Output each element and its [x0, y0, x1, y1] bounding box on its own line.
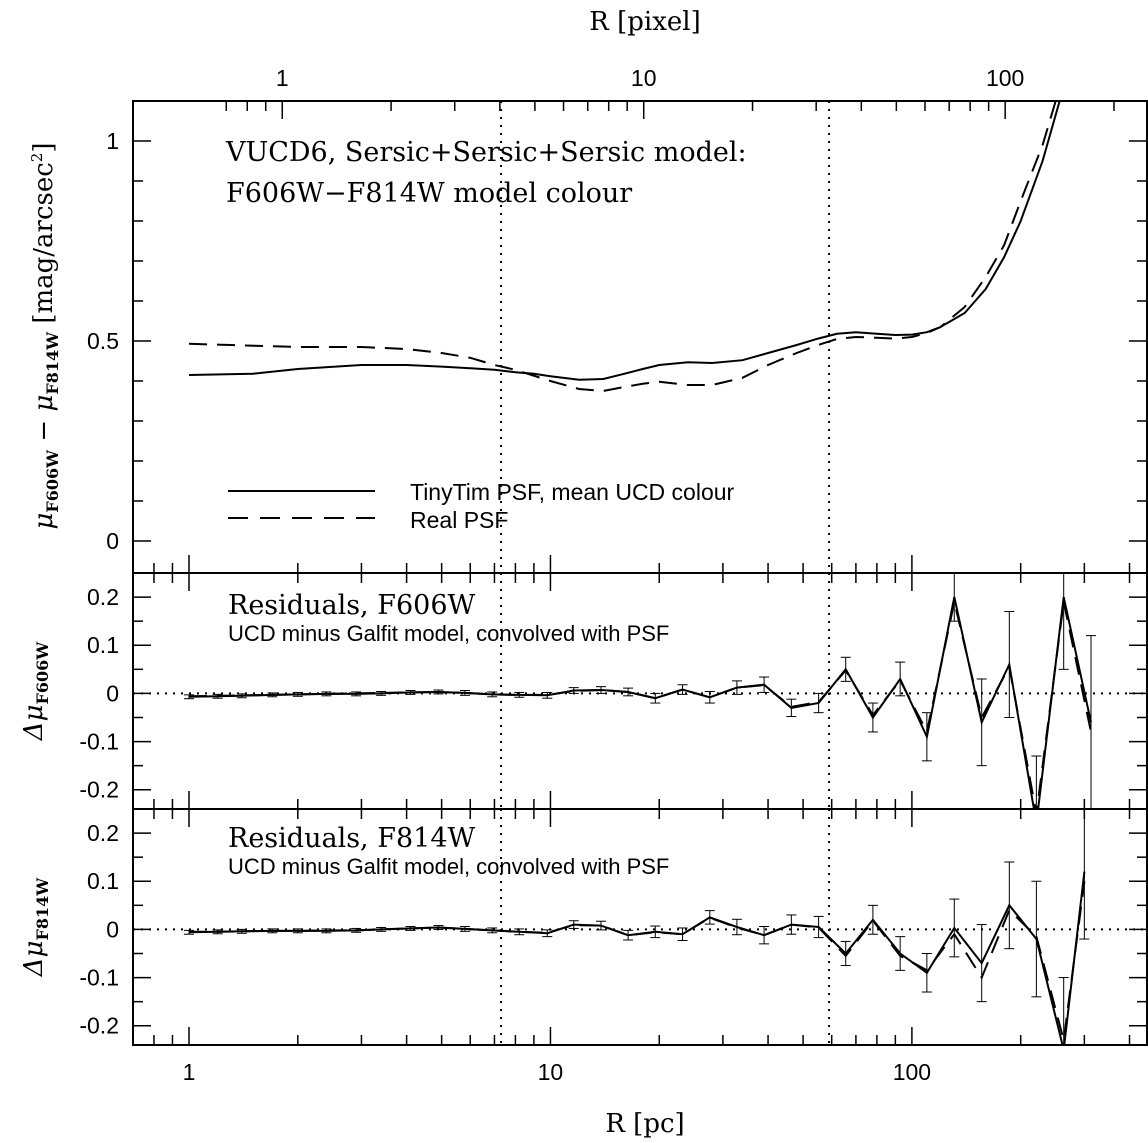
colour-series-dashed — [188, 101, 1057, 393]
f606w-ylabel-main: Δμ — [19, 705, 49, 742]
pc-axis-ticklabel: 10 — [538, 1059, 564, 1085]
colour-ylabel-minus: − μ — [29, 395, 59, 450]
legend-dashed-label: Real PSF — [410, 507, 508, 533]
f814w-ylabel-main: Δμ — [19, 941, 49, 978]
f814w-series-dashed — [189, 881, 1086, 1041]
f814w-ylabel-sub: F814W — [33, 877, 52, 941]
f814w-yticklabel: -0.2 — [79, 1013, 119, 1039]
f814w-ylabel: ΔμF814W — [19, 877, 52, 977]
colour-ylabel-sup: 2 — [28, 153, 46, 163]
residuals-f814w-panel: -0.2 -0.1 0 0.1 0.2 1 10 100 — [79, 808, 1148, 1085]
f606w-yticklabel: -0.1 — [79, 729, 119, 755]
colour-yticklabel: 1 — [106, 128, 119, 154]
pixel-axis-ticklabel: 1 — [276, 65, 289, 91]
legend-solid-label: TinyTim PSF, mean UCD colour — [410, 479, 735, 505]
colour-ylabel-close: ] — [29, 142, 59, 152]
colour-title-line2: F606W−F814W model colour — [226, 178, 632, 209]
f606w-yticklabel: 0 — [106, 680, 119, 706]
residuals-f814w-subtitle: UCD minus Galfit model, convolved with P… — [228, 854, 669, 879]
f814w-yticklabel: -0.1 — [79, 965, 119, 991]
f814w-yticklabel: 0.2 — [87, 820, 119, 846]
f606w-ylabel-sub: F606W — [33, 641, 52, 705]
f814w-series-solid — [188, 871, 1086, 1045]
f814w-frame — [132, 808, 1148, 1046]
pixel-axis-ticklabel: 10 — [631, 65, 657, 91]
f814w-yticklabel: 0.1 — [87, 868, 119, 894]
pixel-axis-ticklabel: 100 — [986, 65, 1024, 91]
f606w-series-dashed — [188, 601, 1092, 809]
top-axis-label: R [pixel] — [589, 7, 700, 37]
colour-yticklabel: 0 — [106, 528, 119, 554]
colour-ylabel: μF606W − μF814W [mag/arcsec2] — [28, 142, 62, 529]
colour-title-line1: VUCD6, Sersic+Sersic+Sersic model: — [225, 137, 747, 168]
pc-axis-ticklabel: 1 — [183, 1059, 196, 1085]
colour-yticklabel: 0.5 — [87, 328, 119, 354]
colour-series-solid — [188, 101, 1061, 381]
pc-axis-ticklabel: 100 — [893, 1059, 931, 1085]
residuals-f606w-title: Residuals, F606W — [228, 590, 475, 621]
colour-ylabel-sub2: F814W — [43, 331, 62, 395]
f606w-ylabel: ΔμF606W — [19, 641, 52, 741]
f814w-yticklabel: 0 — [106, 916, 119, 942]
bottom-axis-label: R [pc] — [605, 1109, 684, 1139]
residuals-f814w-title: Residuals, F814W — [228, 823, 475, 854]
residuals-f606w-panel: -0.2 -0.1 0 0.1 0.2 — [79, 572, 1148, 810]
f606w-yticklabel: 0.1 — [87, 632, 119, 658]
colour-ylabel-sub1: F606W — [43, 449, 62, 513]
f606w-yticklabel: -0.2 — [79, 777, 119, 803]
residuals-f606w-subtitle: UCD minus Galfit model, convolved with P… — [228, 621, 669, 646]
f606w-yticklabel: 0.2 — [87, 584, 119, 610]
colour-ylabel-units: [mag/arcsec — [29, 162, 59, 332]
colour-ylabel-mu1: μ — [29, 513, 59, 530]
